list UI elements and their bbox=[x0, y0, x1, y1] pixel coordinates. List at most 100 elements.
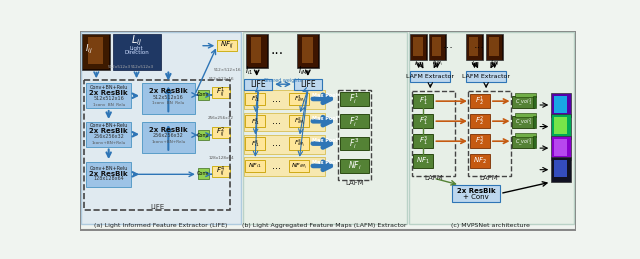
Text: 2x ResBlk: 2x ResBlk bbox=[149, 127, 188, 133]
FancyBboxPatch shape bbox=[466, 71, 506, 82]
FancyBboxPatch shape bbox=[532, 116, 536, 128]
FancyBboxPatch shape bbox=[467, 35, 482, 60]
FancyBboxPatch shape bbox=[413, 134, 433, 148]
FancyBboxPatch shape bbox=[289, 115, 309, 127]
Text: $F^3_{i1}$: $F^3_{i1}$ bbox=[250, 138, 260, 149]
Text: Shared weights: Shared weights bbox=[264, 78, 302, 83]
Text: Light: Light bbox=[130, 46, 143, 51]
Text: $I_{1M_i}$: $I_{1M_i}$ bbox=[431, 59, 443, 68]
Text: Conv: Conv bbox=[197, 171, 209, 176]
Text: 512×512×16: 512×512×16 bbox=[213, 68, 241, 71]
FancyBboxPatch shape bbox=[245, 160, 265, 172]
FancyBboxPatch shape bbox=[554, 117, 566, 134]
Text: Max Pool: Max Pool bbox=[312, 93, 337, 98]
FancyBboxPatch shape bbox=[289, 160, 309, 172]
FancyBboxPatch shape bbox=[411, 35, 426, 60]
Text: 256x256x32: 256x256x32 bbox=[208, 116, 234, 120]
FancyBboxPatch shape bbox=[212, 166, 230, 177]
FancyBboxPatch shape bbox=[410, 34, 428, 60]
FancyBboxPatch shape bbox=[246, 34, 268, 68]
Text: Max Pool: Max Pool bbox=[312, 160, 337, 165]
Text: 128x128x64: 128x128x64 bbox=[93, 176, 124, 181]
FancyBboxPatch shape bbox=[513, 116, 534, 128]
Text: + Conv: + Conv bbox=[463, 195, 489, 200]
FancyBboxPatch shape bbox=[244, 79, 272, 90]
Text: $NF_{ij}$: $NF_{ij}$ bbox=[220, 40, 234, 52]
Text: $F^1_i$: $F^1_i$ bbox=[349, 91, 359, 106]
FancyBboxPatch shape bbox=[532, 136, 536, 148]
FancyBboxPatch shape bbox=[83, 35, 109, 69]
FancyBboxPatch shape bbox=[469, 37, 478, 56]
FancyBboxPatch shape bbox=[532, 96, 536, 108]
Text: $F^1_1$: $F^1_1$ bbox=[419, 95, 428, 108]
FancyBboxPatch shape bbox=[429, 34, 446, 60]
Text: $NF_1$: $NF_1$ bbox=[417, 156, 430, 166]
Text: $I_{i1}$: $I_{i1}$ bbox=[244, 65, 253, 77]
FancyBboxPatch shape bbox=[410, 71, 451, 82]
FancyBboxPatch shape bbox=[244, 113, 325, 131]
FancyBboxPatch shape bbox=[289, 137, 309, 150]
Text: $F^2_{ij}$: $F^2_{ij}$ bbox=[216, 125, 226, 140]
Text: 256x256x32: 256x256x32 bbox=[153, 133, 184, 138]
FancyBboxPatch shape bbox=[513, 96, 534, 108]
FancyBboxPatch shape bbox=[340, 136, 369, 150]
Text: 2x ResBlk: 2x ResBlk bbox=[90, 90, 128, 96]
FancyBboxPatch shape bbox=[470, 154, 490, 168]
FancyBboxPatch shape bbox=[142, 122, 195, 153]
FancyBboxPatch shape bbox=[250, 37, 261, 63]
Text: 1conv  BN  Relu: 1conv BN Relu bbox=[152, 102, 184, 105]
FancyBboxPatch shape bbox=[243, 32, 407, 224]
Text: (c) MVPSNet architecture: (c) MVPSNet architecture bbox=[451, 224, 530, 228]
FancyBboxPatch shape bbox=[297, 34, 319, 68]
FancyBboxPatch shape bbox=[413, 114, 433, 128]
Text: LAFM Extractor: LAFM Extractor bbox=[406, 74, 454, 79]
FancyBboxPatch shape bbox=[301, 37, 312, 63]
FancyBboxPatch shape bbox=[551, 157, 572, 182]
Text: 512x512x16: 512x512x16 bbox=[93, 96, 124, 100]
FancyBboxPatch shape bbox=[86, 83, 131, 108]
Text: ...: ... bbox=[273, 161, 282, 171]
FancyBboxPatch shape bbox=[413, 94, 433, 108]
Text: 512x512x16: 512x512x16 bbox=[208, 77, 234, 81]
FancyBboxPatch shape bbox=[340, 92, 369, 106]
Text: ...: ... bbox=[273, 94, 282, 104]
FancyBboxPatch shape bbox=[86, 162, 131, 187]
FancyBboxPatch shape bbox=[408, 32, 575, 224]
Text: $I_{i1}$: $I_{i1}$ bbox=[471, 59, 478, 68]
Text: LAFM: LAFM bbox=[424, 175, 443, 181]
Text: LIFE: LIFE bbox=[300, 80, 316, 89]
FancyBboxPatch shape bbox=[86, 122, 131, 147]
Text: $F^1_{iM_i}$: $F^1_{iM_i}$ bbox=[294, 93, 305, 105]
Text: Conv+BN+Relu: Conv+BN+Relu bbox=[90, 123, 128, 128]
FancyBboxPatch shape bbox=[551, 136, 572, 160]
Text: $C\_vol^1_1$: $C\_vol^1_1$ bbox=[515, 97, 532, 107]
FancyBboxPatch shape bbox=[554, 96, 566, 113]
Text: (b) Light Aggregated Feature Maps (LAFM) Extractor: (b) Light Aggregated Feature Maps (LAFM)… bbox=[242, 224, 406, 228]
Text: $F^3_2$: $F^3_2$ bbox=[476, 134, 484, 148]
FancyBboxPatch shape bbox=[489, 37, 499, 56]
Text: $F^1_2$: $F^1_2$ bbox=[476, 95, 484, 108]
Text: Conv: Conv bbox=[197, 133, 209, 138]
Text: $NF_i$: $NF_i$ bbox=[348, 160, 361, 172]
Text: 512x512x16: 512x512x16 bbox=[153, 95, 184, 100]
Text: $NF_{iM_i}$: $NF_{iM_i}$ bbox=[291, 161, 307, 171]
Text: ...: ... bbox=[273, 116, 282, 126]
FancyBboxPatch shape bbox=[515, 93, 536, 97]
FancyBboxPatch shape bbox=[340, 159, 369, 173]
Text: $I_{iM_i}$: $I_{iM_i}$ bbox=[298, 64, 309, 78]
FancyBboxPatch shape bbox=[88, 37, 103, 64]
Text: LAFM Extractor: LAFM Extractor bbox=[462, 74, 510, 79]
Text: $F^4_{ij}$: $F^4_{ij}$ bbox=[216, 164, 226, 178]
FancyBboxPatch shape bbox=[289, 93, 309, 105]
FancyBboxPatch shape bbox=[212, 87, 230, 98]
FancyBboxPatch shape bbox=[198, 90, 209, 100]
Text: LIFE: LIFE bbox=[250, 80, 266, 89]
Text: LAFM: LAFM bbox=[345, 180, 364, 186]
Text: 512x512x3: 512x512x3 bbox=[107, 65, 131, 69]
FancyBboxPatch shape bbox=[246, 35, 267, 67]
FancyBboxPatch shape bbox=[554, 139, 566, 156]
Text: $F^3_{iM_i}$: $F^3_{iM_i}$ bbox=[294, 138, 305, 149]
Text: Conv: Conv bbox=[197, 92, 209, 97]
Text: Max Pool: Max Pool bbox=[312, 116, 337, 121]
FancyBboxPatch shape bbox=[513, 136, 534, 148]
